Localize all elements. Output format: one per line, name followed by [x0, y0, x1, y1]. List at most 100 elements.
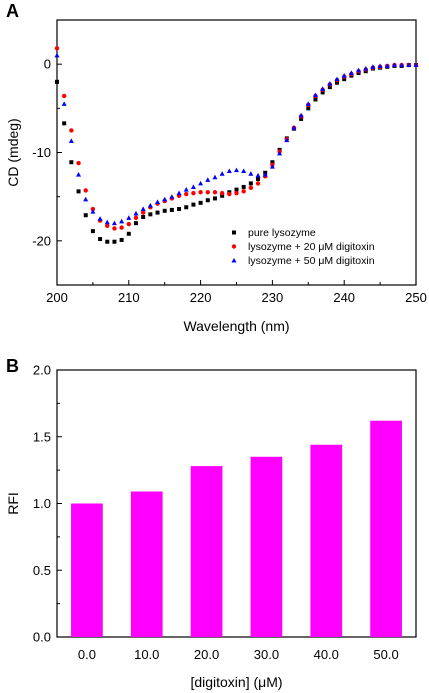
- panel-a-series-3-point: [348, 70, 354, 75]
- panel-b-x-tick-label: 10.0: [134, 647, 159, 662]
- panel-a-series-2-point: [227, 191, 232, 197]
- panel-a-x-tick-label: 210: [118, 290, 140, 305]
- panel-a-series-2-point: [241, 189, 246, 194]
- panel-a-series-1-point: [90, 229, 95, 234]
- panel-a-series-2-point: [61, 93, 67, 99]
- panel-a-series-2-point: [140, 210, 146, 215]
- panel-a-series-3-point: [406, 62, 412, 68]
- panel-a-legend: pure lysozyme lysozyme + 20 μM digitoxin l…: [231, 227, 375, 267]
- panel-b-x-tick-label: 40.0: [314, 647, 339, 662]
- panel-a-x-tick-label: 250: [405, 290, 427, 305]
- panel-a-series-3-point: [341, 73, 347, 78]
- panel-a-series-3-point: [298, 112, 304, 118]
- panel-a-series-3-point: [90, 209, 96, 214]
- panel-a-series-1-point: [119, 237, 124, 242]
- panel-b-bar: [250, 456, 283, 637]
- panel-a-series-1-point: [105, 239, 110, 244]
- panel-a-series-2-point: [198, 190, 203, 195]
- panel-b-y-tick-label: 0.5: [33, 563, 51, 578]
- panel-a-series-1-point: [62, 121, 67, 126]
- panel-a-series-2-point: [248, 185, 254, 191]
- panel-a-y-tick-label: -10: [32, 145, 51, 160]
- panel-a-series-2-point: [205, 190, 210, 195]
- panel-b-bar: [370, 420, 402, 637]
- panel-a-series-3-point: [269, 164, 275, 169]
- panel-a-legend-label: lysozyme + 50 μM digitoxin: [248, 255, 375, 267]
- panel-a-series-1-point: [55, 79, 59, 84]
- panel-a-series-3-point: [190, 184, 196, 189]
- panel-b-x-axis-label: [digitoxin] (μM): [190, 674, 282, 690]
- panel-a-series-3-point: [76, 171, 82, 177]
- panel-a-series-3-point: [284, 137, 290, 143]
- panel-a-series-3-point: [61, 101, 67, 106]
- panel-a-series-2-point: [184, 191, 189, 197]
- panel-a-series-1-point: [327, 85, 332, 90]
- panel-a-series-3-point: [334, 76, 340, 82]
- panel-a-series-1-point: [248, 181, 253, 186]
- panel-a-series-3-point: [370, 64, 376, 69]
- panel-a-series-2-point: [126, 221, 131, 227]
- panel-a-series-1-point: [335, 80, 340, 85]
- panel-a-series-3-point: [54, 52, 60, 58]
- panel-a-series-1-point: [162, 208, 167, 213]
- panel-a-series-1-point: [270, 160, 275, 165]
- panel-b-bar: [71, 503, 103, 637]
- panel-a-series-3-point: [147, 202, 153, 208]
- panel-a-series-2-point: [234, 190, 239, 196]
- panel-a-series-3-point: [212, 174, 218, 180]
- panel-a-series-1-point: [126, 231, 131, 236]
- panel-a-series-1-point: [83, 213, 88, 218]
- panel-b-y-tick-label: 0.0: [33, 630, 51, 645]
- panel-a-series-3-point: [97, 216, 103, 221]
- panel-a-series-3-point: [277, 150, 283, 156]
- panel-a-series-3-point: [320, 86, 326, 91]
- panel-a-series-1-point: [148, 212, 153, 217]
- panel-a-series-2-point: [83, 188, 88, 193]
- panel-b-bar: [310, 444, 343, 637]
- panel-a-series-2-point: [112, 226, 117, 231]
- panel-a-series-2-point: [90, 206, 96, 212]
- panel-a-series-2-point: [119, 225, 124, 230]
- panel-b-x-tick-label: 50.0: [373, 647, 398, 662]
- panel-a-series-3-point: [176, 190, 182, 196]
- panel-a-x-axis-label: Wavelength (nm): [183, 318, 289, 334]
- panel-a-legend-label: lysozyme + 20 μM digitoxin: [248, 241, 375, 253]
- panel-b-y-axis-label: RFI: [5, 492, 21, 515]
- panel-a: A 200 210 220 230 240 250 -20 -10 0 Wavelength (…: [5, 1, 427, 334]
- panel-a-series-2-point: [105, 223, 110, 229]
- panel-a-series-2-point: [212, 190, 218, 195]
- panel-a-series-3-point: [119, 218, 125, 224]
- panel-a-series-1-point: [169, 207, 174, 212]
- panel-a-series-3-point: [198, 180, 204, 186]
- panel-a-series-3-point: [126, 215, 132, 220]
- panel-a-series-3-point: [363, 65, 369, 71]
- panel-a-series-3-point: [305, 101, 311, 106]
- panel-a-series-2-point: [76, 160, 81, 166]
- panel-a-series-3-point: [104, 219, 110, 225]
- panel-a-series-1-point: [234, 187, 239, 192]
- panel-a-series-3-point: [377, 63, 383, 68]
- panel-b-letter: B: [6, 356, 19, 376]
- panel-a-y-tick-label: -20: [32, 233, 51, 248]
- panel-b-y-tick-label: 1.5: [33, 429, 51, 444]
- panel-a-series-1-point: [133, 221, 138, 226]
- panel-b-bar: [130, 491, 163, 637]
- panel-a-series-1-point: [76, 189, 81, 194]
- panel-a-series-3-point: [226, 168, 232, 174]
- panel-a-series-3-point: [255, 172, 261, 178]
- panel-a-series-3-point: [234, 167, 239, 173]
- panel-a-series-1-point: [313, 97, 318, 102]
- panel-a-series-1-point: [306, 106, 311, 111]
- panel-a-x-tick-label: 230: [262, 290, 284, 305]
- panel-a-legend-marker: [232, 230, 236, 235]
- panel-a-series-3-point: [291, 125, 297, 130]
- panel-a-series-1-point: [112, 239, 117, 244]
- panel-a-letter: A: [6, 1, 19, 21]
- panel-a-series-3-point: [83, 196, 89, 202]
- panel-a-series-3-point: [140, 206, 146, 212]
- panel-a-series-3-point: [356, 67, 362, 73]
- panel-a-series-1-point: [155, 210, 160, 215]
- panel-a-series-2-point: [191, 190, 196, 196]
- panel-a-y-axis-label: CD (mdeg): [5, 118, 21, 186]
- panel-a-series-2-point: [219, 190, 225, 196]
